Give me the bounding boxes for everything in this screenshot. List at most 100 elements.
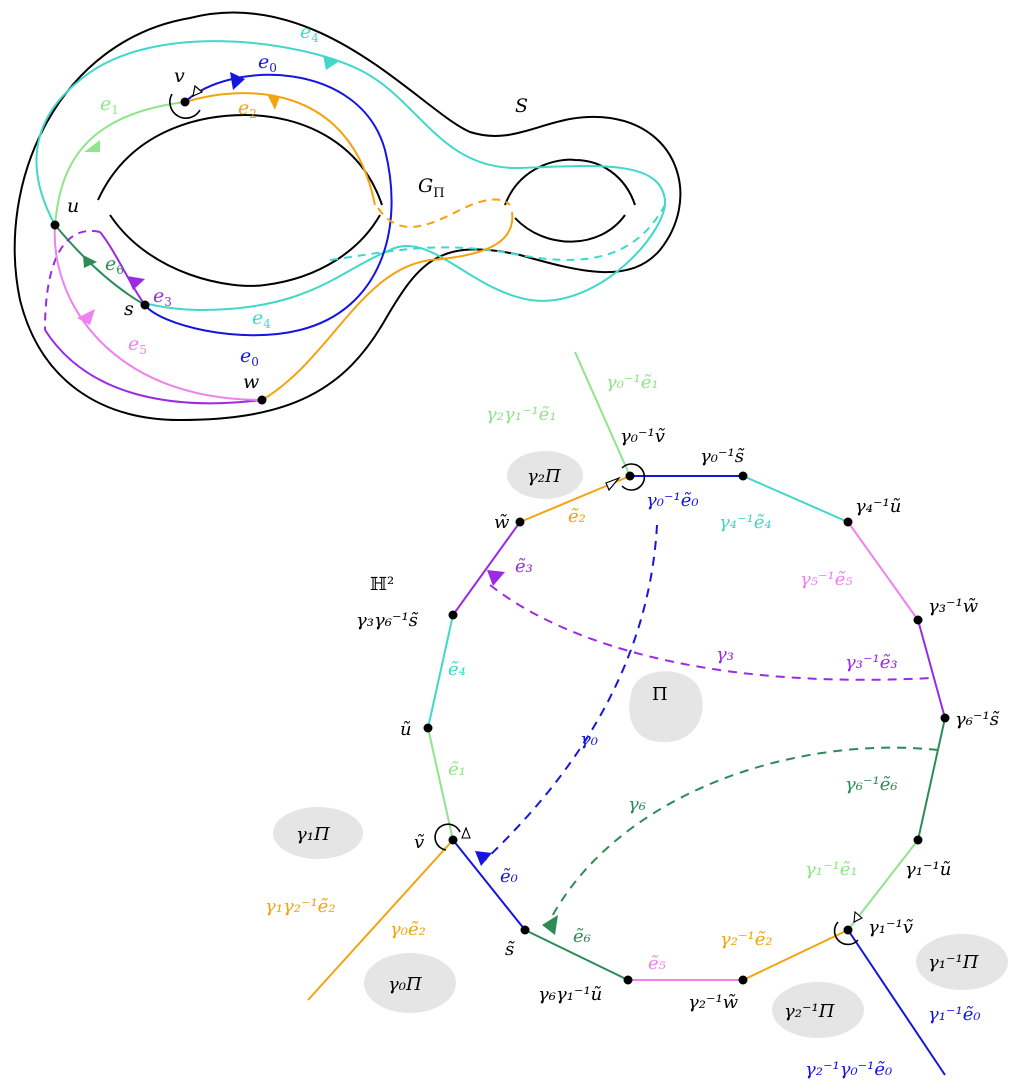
label-edge-g2inv-e2: γ₂⁻¹ẽ₂ xyxy=(720,929,773,950)
surface-outline xyxy=(13,11,682,422)
label-g2invPi: γ₂⁻¹Π xyxy=(784,1001,835,1022)
vertex-g4inv-u xyxy=(843,517,853,527)
vertex-g1inv-v xyxy=(843,925,853,935)
polygon-rotation-markers xyxy=(434,463,859,946)
polygon-labels: ℍ² Π γ₂Π γ₁Π γ₀Π γ₂⁻¹Π γ₁⁻¹Π γ₀⁻¹ṽ γ₀⁻¹s… xyxy=(265,372,1000,1080)
arc-gamma3 xyxy=(489,584,933,681)
edge-e6 xyxy=(524,929,629,981)
rotation-arrow-g1inv-v xyxy=(853,910,863,923)
vertex-w xyxy=(257,395,267,405)
label-edge-g0inv-e0: γ₀⁻¹ẽ₀ xyxy=(646,490,699,511)
small-hole-lower xyxy=(514,214,626,243)
label-e3: e3 xyxy=(153,285,172,309)
label-edge-g1g2inv-e2: γ₁γ₂⁻¹ẽ₂ xyxy=(265,896,336,917)
label-G-Pi: GΠ xyxy=(418,175,445,201)
label-edge-e6: ẽ₆ xyxy=(573,926,591,947)
surface-labels: S GΠ v u s w e0 e0 e1 e2 e3 e4 e4 e5 e6 xyxy=(67,21,528,393)
vertex-g6inv-s xyxy=(940,713,950,723)
label-edge-e1: ẽ₁ xyxy=(448,759,466,780)
blob-Pi xyxy=(629,671,703,743)
polygon-rotation-arrows xyxy=(461,826,863,923)
small-hole-upper xyxy=(504,158,636,206)
label-u: u xyxy=(67,195,79,217)
edge-e3-lower xyxy=(44,329,263,405)
big-hole-lower xyxy=(109,214,381,287)
label-edge-g1inv-e1: γ₁⁻¹ẽ₁ xyxy=(805,859,858,880)
label-Pi: Π xyxy=(652,684,668,705)
arc-gamma6 xyxy=(549,746,939,921)
label-edge-g0-e2: γ₀ẽ₂ xyxy=(390,919,426,940)
blob-g1invPi xyxy=(916,934,1008,990)
rotation-marker-v xyxy=(434,823,461,851)
vertex-g0inv-s xyxy=(738,471,748,481)
vertex-w xyxy=(515,517,525,527)
edge-e1 xyxy=(427,727,454,841)
label-edge-e3: ẽ₃ xyxy=(515,556,533,577)
edge-e4 xyxy=(427,614,454,729)
edge-g4inv-e4 xyxy=(742,475,849,523)
vertex-s xyxy=(520,925,530,935)
edge-e4 xyxy=(35,40,667,312)
vertex-s xyxy=(140,300,150,310)
edge-e0 xyxy=(144,73,393,337)
label-H2: ℍ² xyxy=(370,574,394,595)
vertex-u xyxy=(423,723,433,733)
label-edge-g2g1inv-e1: γ₂γ₁⁻¹ẽ₁ xyxy=(486,404,557,425)
label-vertex-u: ũ xyxy=(400,719,412,740)
surface-figure xyxy=(13,11,682,422)
arrow-e6 xyxy=(83,255,97,268)
vertex-g3g6inv-s xyxy=(448,610,458,620)
label-e1: e1 xyxy=(100,93,119,117)
label-vertex-g3inv-w: γ₃⁻¹w̃ xyxy=(928,596,979,617)
edge-e4-hidden xyxy=(329,204,666,261)
label-vertex-g2inv-w: γ₂⁻¹w̃ xyxy=(688,992,739,1013)
gamma-arcs xyxy=(484,524,939,921)
edge-g5inv-e5 xyxy=(847,521,919,621)
label-gamma0: γ₀ xyxy=(580,729,598,750)
label-edge-g0inv-e1: γ₀⁻¹ẽ₁ xyxy=(606,372,659,393)
label-vertex-g4inv-u: γ₄⁻¹ũ xyxy=(855,496,901,517)
edge-g0-e2-ext xyxy=(307,839,454,1001)
arrow-e2 xyxy=(268,96,280,110)
big-hole-upper xyxy=(97,113,383,206)
label-vertex-g6g1inv-u: γ₆γ₁⁻¹ũ xyxy=(538,984,602,1005)
edge-e3-hidden xyxy=(44,229,101,331)
edge-e2-lower xyxy=(261,211,514,401)
label-vertex-g1inv-u: γ₁⁻¹ũ xyxy=(905,859,951,880)
label-g1invPi: γ₁⁻¹Π xyxy=(928,952,979,973)
rotation-marker-g0inv-v xyxy=(621,463,646,491)
label-v: v xyxy=(174,65,185,87)
label-gamma3: γ₃ xyxy=(716,644,734,665)
vertex-u xyxy=(50,220,60,230)
label-vertex-v: ṽ xyxy=(414,832,425,853)
label-edge-e2: ẽ₂ xyxy=(568,506,586,527)
rotation-arrow-v xyxy=(461,826,471,839)
edge-e3 xyxy=(452,521,521,616)
label-g0Pi: γ₀Π xyxy=(388,974,422,995)
label-s: s xyxy=(124,298,134,320)
edge-g1inv-e0-ext xyxy=(847,929,946,1076)
label-edge-g5inv-e5: γ₅⁻¹ẽ₅ xyxy=(800,569,853,590)
label-vertex-g0inv-v: γ₀⁻¹ṽ xyxy=(620,426,666,447)
arrow-poly-e2 xyxy=(605,476,621,492)
vertex-g1inv-u xyxy=(913,835,923,845)
label-e0-bottom: e0 xyxy=(240,345,259,369)
edge-e0 xyxy=(452,839,526,931)
label-e4-top: e4 xyxy=(300,21,319,45)
blob-g0Pi xyxy=(364,953,456,1013)
edge-g0inv-e1-ext xyxy=(574,351,631,477)
label-S: S xyxy=(515,95,528,117)
polygon-vertices xyxy=(423,471,950,985)
label-vertex-g3g6inv-s: γ₃γ₆⁻¹s̃ xyxy=(356,610,419,631)
arrow-e0 xyxy=(230,72,245,90)
arrow-poly-e6 xyxy=(542,915,558,935)
label-edge-e0: ẽ₀ xyxy=(500,866,518,887)
label-edge-g4inv-e4: γ₄⁻¹ẽ₄ xyxy=(719,512,772,533)
edge-e3 xyxy=(99,231,146,306)
arc-gamma0 xyxy=(484,524,658,861)
arrow-e1 xyxy=(84,140,100,152)
label-e6: e6 xyxy=(105,253,124,277)
label-vertex-w: w̃ xyxy=(494,512,510,533)
blob-g2Pi xyxy=(507,451,583,499)
label-e0-top: e0 xyxy=(258,51,277,75)
